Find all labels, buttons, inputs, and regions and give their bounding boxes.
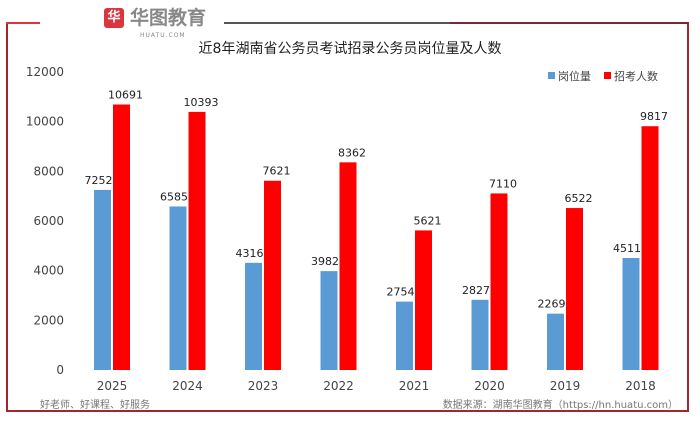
bar-positions <box>622 257 640 370</box>
data-label: 6585 <box>160 190 188 203</box>
data-label: 5621 <box>414 214 442 227</box>
y-tick-label: 6000 <box>33 214 64 228</box>
data-label: 10393 <box>184 96 219 109</box>
bar-applicants <box>641 126 659 370</box>
legend-label: 招考人数 <box>614 69 658 83</box>
bar-positions <box>471 299 489 370</box>
bar-positions <box>320 271 338 370</box>
legend-label: 岗位量 <box>558 69 591 83</box>
logo-name: 华图教育 <box>130 7 207 29</box>
bar-positions <box>547 313 564 370</box>
x-tick-label: 2018 <box>625 379 656 393</box>
logo-sub: HUATU.COM <box>140 32 186 39</box>
bar-applicants <box>566 208 583 370</box>
data-label: 3982 <box>311 255 339 268</box>
data-label: 2827 <box>462 284 490 297</box>
bar-positions <box>94 189 111 370</box>
data-label: 6522 <box>565 192 593 205</box>
x-tick-label: 2019 <box>550 379 581 393</box>
data-label: 2754 <box>387 286 415 299</box>
x-tick-label: 2020 <box>474 379 505 393</box>
frame-top <box>450 22 689 24</box>
data-label: 10691 <box>108 89 143 102</box>
bar-positions <box>169 206 187 370</box>
data-label: 7621 <box>263 165 291 178</box>
y-tick-label: 10000 <box>26 115 64 129</box>
bar-applicants <box>490 193 508 370</box>
data-label: 2269 <box>538 298 566 311</box>
data-label: 7252 <box>85 174 113 187</box>
y-tick-label: 0 <box>56 363 64 377</box>
bar-applicants <box>415 230 432 370</box>
legend-swatch <box>604 72 611 79</box>
x-tick-label: 2025 <box>97 379 128 393</box>
legend-swatch <box>548 72 555 79</box>
data-label: 4511 <box>613 242 641 255</box>
x-tick-label: 2021 <box>399 379 430 393</box>
footer-source: 数据来源：湖南华图教育（https://hn.huatu.com） <box>442 400 678 411</box>
x-tick-label: 2022 <box>323 379 354 393</box>
x-tick-label: 2023 <box>248 379 279 393</box>
bar-applicants <box>339 162 357 370</box>
footer-slogan: 好老师、好课程、好服务 <box>40 400 150 411</box>
y-tick-label: 8000 <box>33 164 64 178</box>
data-label: 9817 <box>640 110 668 123</box>
y-tick-label: 12000 <box>26 65 64 79</box>
frame-corner <box>6 22 40 24</box>
bar-applicants <box>113 104 130 370</box>
bar-applicants <box>188 111 206 370</box>
bar-positions <box>245 262 262 370</box>
chart-frame <box>6 22 689 412</box>
data-label: 4316 <box>236 247 264 260</box>
logo: 华 华图教育 HUATU.COM <box>100 7 211 39</box>
y-tick-label: 4000 <box>33 264 64 278</box>
bar-positions <box>396 301 413 370</box>
chart-title: 近8年湖南省公务员考试招录公务员岗位量及人数 <box>198 41 502 57</box>
x-tick-label: 2024 <box>172 379 203 393</box>
header-rule <box>224 22 450 24</box>
bar-applicants <box>264 180 281 370</box>
logo-icon: 华 <box>104 8 124 28</box>
data-label: 7110 <box>489 177 517 190</box>
y-tick-label: 2000 <box>33 313 64 327</box>
data-label: 8362 <box>338 146 366 159</box>
